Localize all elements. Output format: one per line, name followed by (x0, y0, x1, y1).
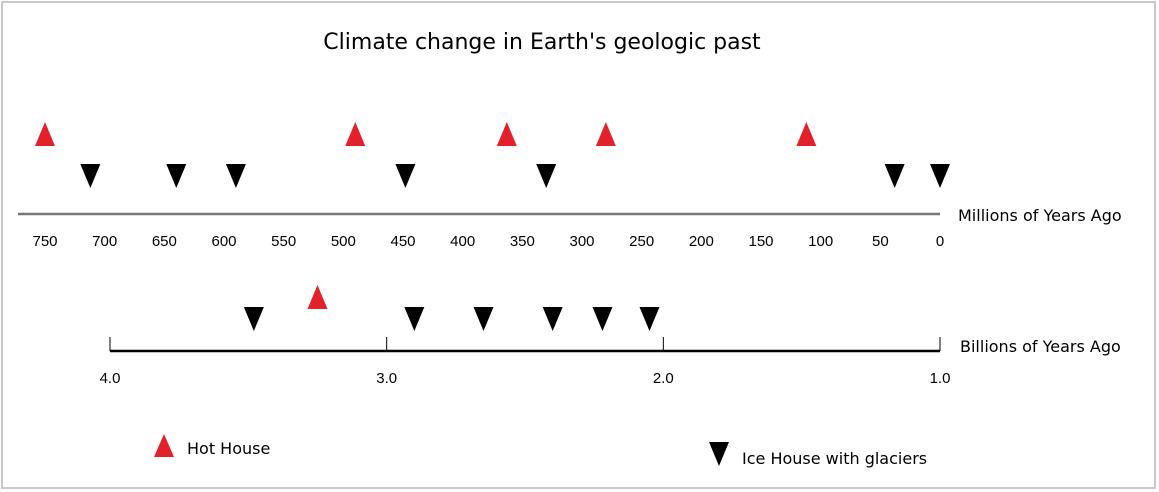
hot-house-marker (35, 122, 55, 146)
ice-house-marker (542, 307, 563, 331)
hot-house-marker (796, 122, 817, 146)
millions-tick-label: 650 (152, 233, 177, 250)
millions-tick-labels: 750 700 650 600 550 500 450 400 350 300 250 200 150 1… (32, 233, 944, 250)
millions-tick-label: 150 (748, 233, 773, 250)
diagram-title: Climate change in Earth's geologic past (323, 30, 761, 55)
millions-tick-label: 550 (271, 233, 296, 250)
millions-tick-label: 200 (689, 233, 714, 250)
ice-house-marker (639, 307, 660, 331)
millions-tick-label: 0 (936, 233, 944, 250)
ice-house-marker (473, 307, 494, 331)
billions-tick-label: 4.0 (100, 370, 121, 387)
billions-markers (243, 285, 660, 331)
ice-house-marker (166, 164, 187, 188)
hot-house-legend-label: Hot House (187, 439, 270, 458)
ice-house-marker (404, 307, 425, 331)
millions-axis-label: Millions of Years Ago (958, 206, 1122, 225)
millions-tick-label: 400 (450, 233, 475, 250)
ice-house-legend-icon (709, 442, 729, 466)
millions-tick-label: 350 (510, 233, 535, 250)
ice-house-marker (536, 164, 557, 188)
billions-tick-marks: 4.0 3.0 2.0 1.0 (100, 337, 951, 387)
millions-tick-label: 300 (569, 233, 594, 250)
millions-tick-label: 500 (331, 233, 356, 250)
millions-markers (35, 122, 950, 188)
ice-house-marker (243, 307, 264, 331)
ice-house-marker (592, 307, 613, 331)
billions-tick-label: 1.0 (930, 370, 951, 387)
hot-house-marker (595, 122, 616, 146)
ice-house-marker (930, 164, 950, 188)
millions-tick-label: 750 (32, 233, 57, 250)
ice-house-legend-label: Ice House with glaciers (742, 449, 927, 468)
millions-tick-label: 100 (808, 233, 833, 250)
billions-tick-label: 3.0 (376, 370, 397, 387)
millions-tick-label: 700 (92, 233, 117, 250)
hot-house-legend-icon (154, 434, 174, 457)
hot-house-marker (345, 122, 366, 146)
ice-house-marker (225, 164, 246, 188)
ice-house-marker (884, 164, 905, 188)
billions-tick-label: 2.0 (653, 370, 674, 387)
ice-house-marker (80, 164, 101, 188)
hot-house-marker (307, 285, 328, 309)
billions-axis-label: Billions of Years Ago (960, 337, 1121, 356)
millions-tick-label: 250 (629, 233, 654, 250)
hot-house-marker (496, 122, 517, 146)
millions-tick-label: 50 (872, 233, 889, 250)
millions-tick-label: 450 (390, 233, 415, 250)
ice-house-marker (395, 164, 416, 188)
millions-tick-label: 600 (211, 233, 236, 250)
